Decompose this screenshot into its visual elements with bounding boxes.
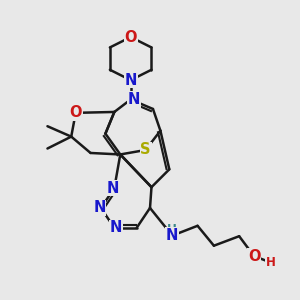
Text: N: N — [107, 181, 119, 196]
Text: O: O — [69, 105, 82, 120]
Text: H: H — [167, 223, 177, 236]
Text: N: N — [93, 200, 106, 215]
Text: N: N — [128, 92, 140, 107]
Text: N: N — [110, 220, 122, 236]
Text: N: N — [124, 73, 137, 88]
Text: O: O — [124, 30, 137, 45]
Text: N: N — [166, 228, 178, 243]
Text: O: O — [248, 249, 260, 264]
Text: H: H — [266, 256, 275, 269]
Text: S: S — [140, 142, 151, 158]
